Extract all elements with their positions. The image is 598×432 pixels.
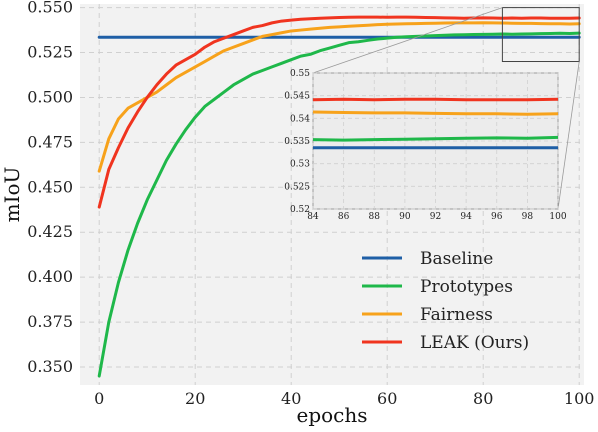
y-tick-label: 0.525 <box>27 43 73 62</box>
legend-label: LEAK (Ours) <box>420 333 529 353</box>
y-tick-label: 0.375 <box>27 312 73 331</box>
zoom-connector-line <box>557 61 580 210</box>
inset-y-tick-label: 0.55 <box>290 69 310 79</box>
inset-x-tick-label: 92 <box>430 212 441 222</box>
inset-series-line-fairness <box>312 110 559 116</box>
inset-y-tick-label: 0.525 <box>284 182 310 192</box>
x-tick-label: 40 <box>281 389 301 408</box>
y-tick-label: 0.350 <box>27 357 73 376</box>
inset-x-tick-label: 98 <box>522 212 534 222</box>
inset-y-tick-label: 0.535 <box>284 137 310 147</box>
inset-x-tick-label: 84 <box>307 212 319 222</box>
inset-y-tick-label: 0.53 <box>290 160 310 170</box>
x-tick-label: 60 <box>377 389 397 408</box>
series-line-fairness <box>97 21 581 173</box>
legend-label: Prototypes <box>420 277 513 297</box>
zoom-connector-line <box>312 7 503 74</box>
inset-series-line-prototypes <box>312 135 559 142</box>
x-tick-label: 20 <box>185 389 205 408</box>
x-tick-label: 100 <box>564 389 595 408</box>
y-tick-label: 0.425 <box>27 222 73 241</box>
x-tick-labels: 0 20 40 60 80 100 <box>94 389 594 408</box>
y-tick-label: 0.550 <box>27 0 73 17</box>
inset-x-tick-label: 88 <box>369 212 381 222</box>
y-axis-title: mIoU <box>0 167 24 223</box>
y-tick-labels: 0.350 0.375 0.400 0.425 0.450 0.475 0.500 0.525… <box>27 0 73 376</box>
inset-grid <box>312 72 559 210</box>
y-tick-label: 0.500 <box>27 87 73 106</box>
legend-label: Fairness <box>420 305 493 325</box>
inset-y-tick-labels: 0.52 0.525 0.53 0.535 0.54 0.545 0.55 <box>284 69 310 215</box>
x-tick-label: 80 <box>473 389 493 408</box>
y-tick-label: 0.400 <box>27 267 73 286</box>
inset-plot: 84 86 88 90 92 94 96 98 1000.520.5250.530.5350.5… <box>284 69 567 222</box>
legend-label: Baseline <box>420 249 493 269</box>
inset-x-tick-label: 90 <box>399 212 411 222</box>
zoom-region-box <box>501 7 580 63</box>
x-tick-label: 0 <box>94 389 104 408</box>
inset-x-tick-labels: 84 86 88 90 92 94 96 98 100 <box>307 212 567 222</box>
inset-x-tick-label: 94 <box>460 212 472 222</box>
series-line-prototypes <box>97 31 581 378</box>
y-tick-label: 0.475 <box>27 132 73 151</box>
inset-x-tick-label: 96 <box>491 212 503 222</box>
inset-x-tick-label: 86 <box>338 212 350 222</box>
inset-y-tick-label: 0.54 <box>290 114 310 124</box>
inset-y-tick-label: 0.545 <box>284 92 310 102</box>
legend: Baseline Prototypes Fairness LEAK (Ours) <box>362 249 529 353</box>
series-line-leak-ours <box>97 15 581 209</box>
inset-series-lines <box>312 97 559 150</box>
inset-x-tick-label: 100 <box>549 212 566 222</box>
series-lines <box>97 15 581 378</box>
y-tick-label: 0.450 <box>27 177 73 196</box>
x-axis-title: epochs <box>296 403 367 427</box>
inset-y-tick-label: 0.52 <box>290 205 310 215</box>
